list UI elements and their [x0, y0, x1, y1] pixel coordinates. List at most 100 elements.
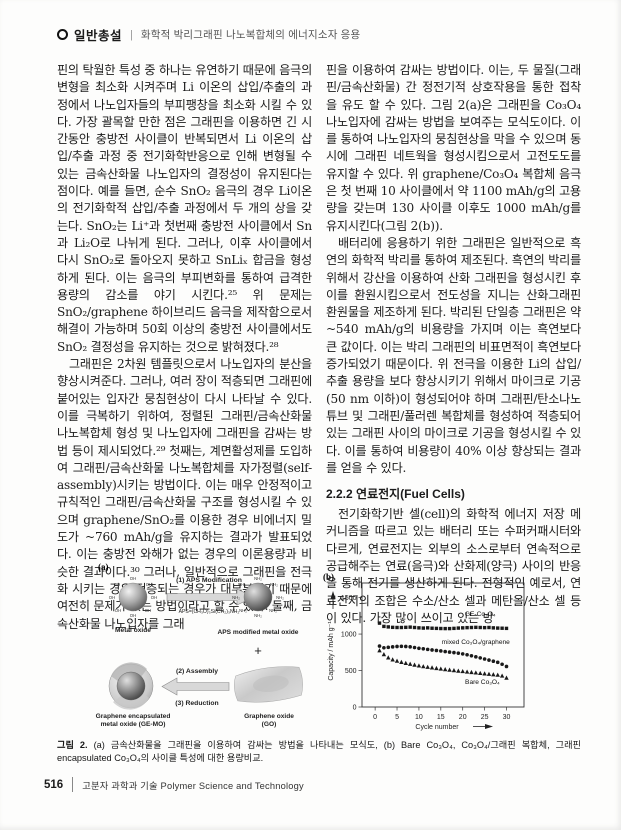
graphene-oxide-sheet — [233, 666, 303, 703]
x-tick-label: 0 — [373, 714, 377, 721]
data-point — [469, 653, 474, 658]
data-point — [377, 621, 382, 625]
ge-mo-label: Graphene encapsulated — [96, 713, 171, 720]
data-point — [491, 626, 496, 630]
x-tick-label: 15 — [437, 714, 445, 721]
x-tick-label: 25 — [481, 714, 489, 721]
data-point — [434, 665, 439, 671]
data-point — [443, 626, 447, 631]
series-annotation: mixed Co₃O₄/graphene — [442, 639, 510, 646]
chart-data-points — [377, 621, 509, 680]
ligand-label: OH — [146, 582, 152, 587]
data-point — [399, 625, 404, 630]
ligand-label: NH₂ — [254, 576, 262, 581]
data-point — [381, 652, 387, 657]
data-point — [496, 626, 500, 630]
data-point — [491, 672, 496, 677]
metal-oxide-sphere: OH OH OH OH OH OH OH OH — [109, 576, 157, 618]
data-point — [430, 626, 434, 630]
data-point — [491, 659, 496, 663]
paragraph: 배터리에 응용하기 위한 그래핀은 일반적으로 흑연의 화학적 박리를 통하여 … — [326, 235, 581, 475]
chart-axes: 0 500 1000 1500 0 5 10 15 20 25 30 — [341, 595, 511, 721]
data-point — [465, 652, 469, 657]
go-label: Graphene oxide — [244, 713, 294, 720]
data-point — [456, 626, 461, 630]
data-point — [412, 645, 417, 650]
data-point — [403, 660, 408, 665]
data-point — [408, 625, 412, 629]
data-point — [407, 661, 413, 666]
data-point — [395, 625, 399, 630]
x-tick-label: 20 — [459, 714, 467, 721]
section-heading-fuel-cells: 2.2.2 연료전지(Fuel Cells) — [326, 487, 465, 502]
data-point — [456, 651, 461, 655]
ligand-label: OH — [114, 582, 120, 587]
y-axis-arrow-icon — [330, 591, 336, 609]
data-point — [382, 624, 386, 629]
paragraph: 핀을 이용하여 감싸는 방법이다. 이는, 두 물질(그래핀/금속산화물) 간 … — [326, 63, 581, 233]
data-point — [386, 625, 390, 629]
figure-caption: 그림 2. (a) 금속산화물을 그래핀을 이용하여 감싸는 방법을 나타내는 … — [57, 739, 581, 764]
data-point — [500, 662, 504, 667]
plot-frame — [361, 582, 525, 708]
ligand-label: OH — [109, 595, 115, 600]
data-point — [377, 648, 382, 653]
series-square — [377, 621, 509, 631]
data-point — [474, 655, 478, 659]
data-point — [439, 626, 443, 631]
data-point — [438, 666, 444, 671]
ligand-label: NH₂ — [232, 595, 240, 600]
data-point — [447, 650, 452, 654]
figure-2a-scheme: (a) OH OH OH OH OH OH OH OH Metal oxide … — [96, 562, 303, 728]
data-point — [482, 625, 487, 630]
data-point — [486, 671, 492, 676]
page-number: 516 — [44, 778, 64, 791]
data-point — [386, 645, 391, 650]
ligand-label: NH₂ — [239, 608, 247, 613]
data-point — [399, 644, 404, 649]
x-tick-label: 30 — [503, 714, 511, 721]
x-axis-arrow-icon — [473, 724, 493, 729]
data-point — [478, 670, 483, 676]
data-point — [442, 666, 448, 672]
data-point — [412, 662, 417, 667]
data-point — [452, 626, 456, 631]
chart-series-annotations: GE-Co₃O₄ mixed Co₃O₄/graphene Bare Co₃O₄ — [442, 611, 510, 686]
data-point — [429, 665, 435, 670]
data-point — [434, 626, 439, 631]
series-circle — [377, 644, 509, 669]
ligand-label: NH₂ — [269, 608, 277, 613]
ligand-label: OH — [151, 595, 157, 600]
data-point — [382, 645, 386, 650]
data-point — [412, 625, 417, 630]
data-point — [469, 669, 474, 675]
data-point — [461, 626, 465, 630]
data-point — [487, 658, 491, 662]
data-point — [447, 667, 452, 672]
go-label: (GO) — [262, 721, 277, 728]
data-point — [425, 664, 430, 669]
data-point — [390, 657, 395, 662]
section-bullet-icon — [57, 29, 68, 40]
data-point — [399, 659, 404, 664]
footer-divider — [72, 777, 74, 792]
aps-formula: APS=(CH₃O)₃Si(CH₂)₃NH₂ — [179, 609, 240, 615]
panel-a-label: (a) — [98, 562, 109, 572]
data-point — [487, 625, 491, 630]
header-separator: | — [130, 28, 133, 41]
y-tick-label: 500 — [345, 668, 357, 675]
y-axis-label: Capacity / mAh g⁻¹ — [328, 621, 335, 681]
assembly-reduction-arrow — [161, 677, 230, 696]
data-point — [447, 626, 452, 631]
data-point — [500, 626, 504, 630]
data-point — [478, 656, 483, 660]
figure-caption-label: 그림 2. — [57, 740, 88, 750]
data-point — [504, 675, 509, 680]
data-point — [482, 657, 487, 661]
ligand-label: OH — [130, 576, 136, 581]
data-point — [377, 644, 382, 648]
data-point — [403, 644, 408, 649]
left-column: 핀의 탁월한 특성 중 하나는 유연하기 때문에 음극의 변형을 최소화 시켜주… — [57, 62, 312, 633]
data-point — [390, 625, 395, 630]
